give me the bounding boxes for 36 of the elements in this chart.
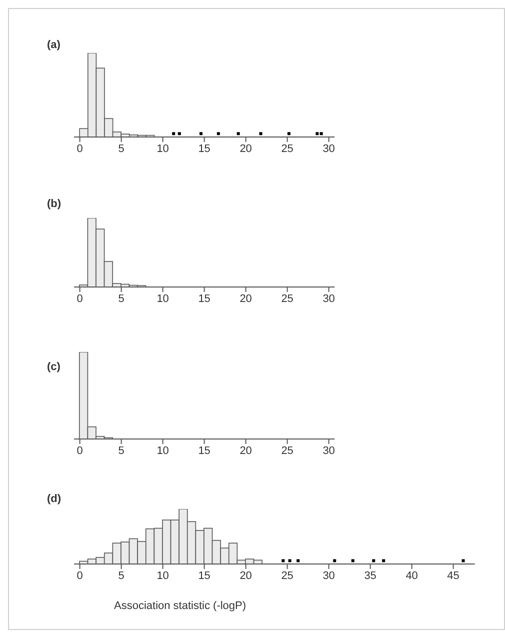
chart-title: (b) xyxy=(47,198,62,210)
x-tick-label: 0 xyxy=(76,292,83,305)
x-tick-label: 5 xyxy=(118,570,124,582)
x-tick-label: 10 xyxy=(156,570,169,582)
x-tick-label: 0 xyxy=(76,570,83,582)
x-tick-label: 5 xyxy=(118,142,124,155)
x-tick-label: 5 xyxy=(118,292,124,305)
x-tick-label: 15 xyxy=(198,570,210,582)
x-tick-label: 30 xyxy=(322,292,335,305)
text: (c) xyxy=(47,361,60,373)
x-tick-label: 30 xyxy=(322,444,335,457)
x-tick-label: 10 xyxy=(156,292,169,305)
x-tick-label: 20 xyxy=(240,142,252,155)
x-tick-label: 25 xyxy=(281,444,294,457)
x-tick-label: 40 xyxy=(406,570,418,582)
x-tick-label: 30 xyxy=(322,142,335,155)
x-tick-label: 25 xyxy=(281,292,294,305)
x-axis-title: Association statistic (-logP) xyxy=(114,600,246,612)
x-tick-label: 35 xyxy=(364,570,376,582)
x-tick-label: 15 xyxy=(198,444,210,457)
x-tick-label: 20 xyxy=(240,444,252,457)
chart-title: (d) xyxy=(47,493,62,505)
x-tick-label: 0 xyxy=(76,142,83,155)
x-tick-label: 25 xyxy=(281,570,294,582)
x-tick-label: 0 xyxy=(76,444,83,457)
x-tick-label: 5 xyxy=(118,444,124,457)
x-tick-label: 25 xyxy=(281,142,294,155)
x-tick-label: 15 xyxy=(198,142,210,155)
x-tick-label: 20 xyxy=(240,570,252,582)
x-tick-label: 20 xyxy=(240,292,252,305)
x-tick-label: 30 xyxy=(322,570,335,582)
chart-title: (a) xyxy=(47,39,60,51)
x-tick-label: 45 xyxy=(447,570,460,582)
x-tick-label: 15 xyxy=(198,292,210,305)
x-tick-label: 10 xyxy=(156,444,169,457)
x-tick-label: 10 xyxy=(156,142,169,155)
